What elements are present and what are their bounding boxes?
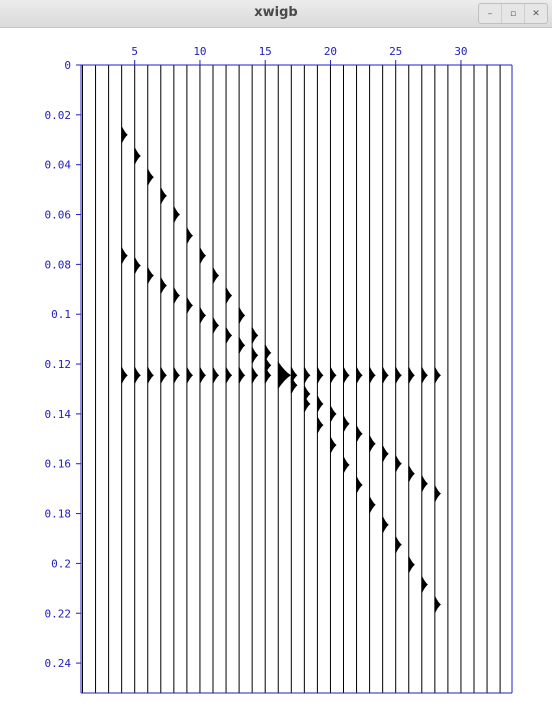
wiggle-event-23-18 [369, 435, 376, 452]
wiggle-event-19-14 [317, 395, 324, 413]
wiggle-event-27-71 [421, 367, 428, 384]
wiggle-event-13-57 [238, 367, 246, 384]
wiggle-event-11-55 [212, 367, 220, 384]
plot-axes [80, 64, 513, 694]
y-tick-label-4: 0.08 [45, 258, 72, 271]
wiggle-event-13-33 [238, 337, 246, 354]
y-tick-label-10: 0.2 [51, 557, 71, 570]
y-tick-label-11: 0.22 [45, 607, 72, 620]
y-tick-label-9: 0.18 [45, 508, 72, 521]
x-tick-label-10: 10 [193, 45, 206, 58]
y-tick-label-5: 0.1 [51, 308, 71, 321]
close-button[interactable]: ✕ [524, 4, 547, 23]
y-tick-label-12: 0.24 [45, 657, 72, 670]
wiggle-event-9-5 [186, 227, 194, 244]
wiggle-event-12-32 [225, 327, 233, 344]
wiggle-event-18-37 [303, 395, 311, 413]
maximize-button[interactable]: ▫ [501, 4, 524, 23]
wiggle-event-13-9 [238, 307, 246, 324]
wiggle-event-4-48 [121, 367, 128, 384]
wiggle-event-27-46 [421, 576, 428, 593]
wiggle-event-12-56 [225, 367, 233, 384]
wiggle-event-28-47 [434, 596, 441, 613]
wiggle-event-25-69 [395, 367, 402, 384]
wiggle-event-10-6 [199, 247, 207, 264]
wiggle-event-28-72 [434, 367, 441, 384]
wiggle-event-11-7 [212, 267, 220, 284]
wiggle-event-6-50 [147, 367, 154, 384]
wiggle-event-27-22 [421, 475, 428, 492]
wiggle-event-11-31 [212, 317, 220, 334]
wiggle-event-26-70 [408, 367, 415, 384]
wiggle-event-22-66 [356, 367, 363, 384]
wiggle-event-21-65 [343, 367, 350, 384]
wiggle-event-5-1 [134, 147, 141, 165]
wiggle-event-20-15 [330, 405, 337, 423]
y-tick-label-8: 0.16 [45, 458, 72, 471]
wiggle-event-7-27 [160, 277, 167, 294]
y-tick-label-1: 0.02 [45, 109, 72, 122]
x-tick-label-5: 5 [131, 45, 138, 58]
wiggle-event-14-58 [251, 367, 259, 384]
wiggle-event-4-24 [121, 247, 128, 264]
wiggle-event-14-10 [251, 327, 259, 344]
wiggle-event-20-39 [330, 436, 337, 454]
wiggle-event-23-42 [369, 496, 376, 514]
wiggle-plot[interactable]: 5 10 15 20 25 30 0 0.02 0.04 0.06 0.08 0.1 0.12 0.14… [0, 28, 552, 727]
wiggle-event-10-54 [199, 367, 207, 384]
wiggle-event-5-49 [134, 367, 141, 384]
wiggle-event-20-64 [330, 367, 337, 384]
wiggle-event-17-61 [290, 367, 298, 384]
wiggle-event-12-8 [225, 287, 233, 304]
title-bar[interactable]: xwigb – ▫ ✕ [0, 0, 552, 28]
wiggle-event-15-59 [264, 367, 272, 384]
wiggle-event-22-41 [356, 476, 363, 494]
wiggle-event-6-26 [147, 267, 154, 284]
wiggle-event-8-28 [173, 287, 180, 304]
wiggle-event-26-45 [408, 556, 415, 573]
x-tick-label-25: 25 [389, 45, 402, 58]
minimize-button[interactable]: – [487, 8, 493, 19]
wiggle-event-28-23 [434, 485, 441, 502]
wiggle-event-19-63 [317, 367, 324, 384]
window-controls: – ▫ ✕ [478, 3, 548, 24]
x-axis-ticks: 5 10 15 20 25 30 [131, 45, 468, 65]
wiggle-event-21-40 [343, 456, 350, 474]
wiggle-event-18-62 [303, 367, 311, 384]
x-tick-label-20: 20 [324, 45, 337, 58]
wiggle-event-22-17 [356, 425, 363, 443]
wiggle-event-6-2 [147, 168, 154, 186]
wiggle-event-8-4 [173, 206, 180, 223]
wiggle-event-9-29 [186, 297, 194, 314]
y-tick-label-3: 0.06 [45, 209, 72, 222]
wiggle-event-24-43 [382, 516, 389, 533]
wiggle-event-19-38 [317, 416, 324, 434]
y-axis-ticks: 0 0.02 0.04 0.06 0.08 0.1 0.12 0.14 0.16 0.18 0.2 0… [45, 59, 81, 670]
wiggle-event-10-30 [199, 307, 207, 324]
wiggle-event-25-20 [395, 455, 402, 472]
wiggle-events [121, 126, 441, 613]
x-tick-label-15: 15 [259, 45, 272, 58]
x-tick-label-30: 30 [454, 45, 467, 58]
wiggle-event-8-52 [173, 367, 180, 384]
wiggle-event-9-53 [186, 367, 194, 384]
y-tick-label-2: 0.04 [45, 159, 72, 172]
wiggle-event-7-51 [160, 367, 167, 384]
y-tick-label-0: 0 [64, 59, 71, 72]
y-tick-label-6: 0.12 [45, 358, 72, 371]
wiggle-event-5-25 [134, 257, 141, 274]
window-title: xwigb [254, 5, 298, 20]
wiggle-event-24-68 [382, 367, 389, 384]
wiggle-event-26-21 [408, 465, 415, 482]
y-tick-label-7: 0.14 [45, 408, 72, 421]
wiggle-event-23-67 [369, 367, 376, 384]
wiggle-event-24-19 [382, 445, 389, 462]
wiggle-event-16-60 [277, 361, 292, 390]
wiggle-event-25-44 [395, 536, 402, 553]
wiggle-event-14-34 [251, 347, 259, 364]
wiggle-event-7-3 [160, 187, 167, 205]
wiggle-event-21-16 [343, 415, 350, 433]
wiggle-event-4-0 [121, 126, 128, 143]
